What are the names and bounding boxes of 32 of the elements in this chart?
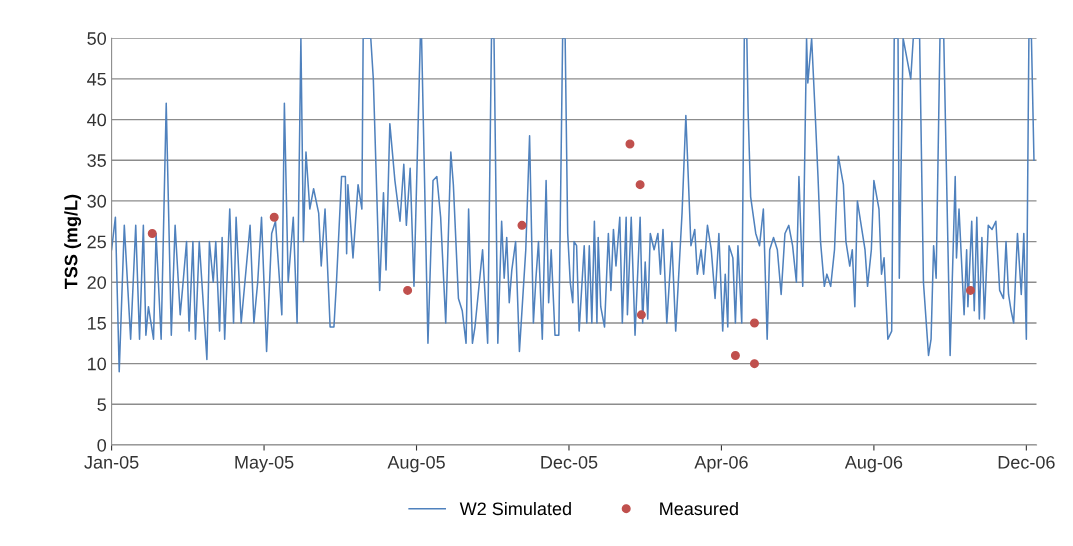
point: [635, 180, 645, 190]
y-tick-label: 10: [88, 357, 107, 371]
y-tick-label: 50: [87, 32, 107, 45]
point: [517, 220, 527, 230]
y-tick-label: 45: [87, 73, 106, 86]
x-tick-label: Aug-05: [387, 455, 445, 473]
x-tick-label: Jan-05: [84, 455, 139, 469]
point: [730, 351, 740, 360]
x-tick-label: Aug-06: [844, 455, 903, 473]
y-tick-label: 25: [87, 235, 106, 249]
legend-label: W2 Simulated: [459, 501, 571, 516]
point: [403, 285, 413, 295]
x-tick-label: Dec-06: [998, 455, 1055, 469]
point: [625, 139, 635, 149]
y-tick-label: 35: [87, 154, 106, 167]
point: [147, 228, 157, 238]
x-tick-label: Apr-06: [694, 455, 748, 473]
y-tick-label: 15: [88, 317, 106, 330]
point: [965, 285, 975, 295]
y-tick-label: 5: [97, 398, 106, 412]
y-tick-label: 20: [87, 276, 107, 289]
point: [749, 318, 759, 328]
y-tick-label: 30: [87, 194, 107, 208]
legend-label: Measured: [660, 501, 738, 516]
x-tick-label: Dec-05: [541, 455, 598, 469]
point: [636, 310, 646, 320]
point: [749, 359, 759, 369]
y-axis-title: TSS (mg/L): [64, 194, 82, 290]
y-tick-label: 0: [97, 438, 107, 452]
y-tick-label: 40: [87, 113, 107, 127]
x-tick-label: May-05: [235, 455, 294, 473]
point: [269, 212, 279, 222]
